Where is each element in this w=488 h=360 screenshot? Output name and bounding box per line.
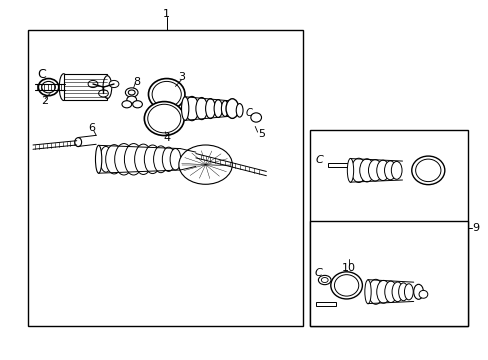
Circle shape <box>109 80 119 87</box>
Ellipse shape <box>364 280 370 304</box>
Ellipse shape <box>359 159 373 182</box>
Ellipse shape <box>194 149 207 170</box>
Bar <box>28 30 302 327</box>
Ellipse shape <box>181 97 188 120</box>
Ellipse shape <box>152 81 181 107</box>
Bar <box>316 302 335 306</box>
Ellipse shape <box>144 145 161 174</box>
Ellipse shape <box>225 99 238 118</box>
Text: 5: 5 <box>258 129 264 139</box>
Ellipse shape <box>59 74 68 100</box>
Text: 3: 3 <box>178 72 184 82</box>
Text: C: C <box>315 156 323 165</box>
Ellipse shape <box>148 78 184 110</box>
Circle shape <box>88 80 98 87</box>
Ellipse shape <box>346 158 353 182</box>
Ellipse shape <box>391 282 403 302</box>
Ellipse shape <box>185 96 199 121</box>
Circle shape <box>128 90 135 95</box>
Ellipse shape <box>221 101 228 116</box>
Text: 9: 9 <box>471 223 478 233</box>
Text: 1: 1 <box>163 9 170 19</box>
Ellipse shape <box>105 145 122 174</box>
Ellipse shape <box>411 156 444 185</box>
Ellipse shape <box>124 144 142 175</box>
Ellipse shape <box>351 158 366 183</box>
Text: 10: 10 <box>341 262 355 273</box>
Circle shape <box>125 88 138 97</box>
Bar <box>63 73 107 100</box>
Ellipse shape <box>214 100 222 117</box>
Ellipse shape <box>144 102 184 135</box>
Circle shape <box>132 101 142 108</box>
Ellipse shape <box>205 99 215 118</box>
Ellipse shape <box>334 275 358 296</box>
Circle shape <box>99 90 108 97</box>
Text: C: C <box>245 108 252 118</box>
Text: 8: 8 <box>133 77 140 87</box>
Ellipse shape <box>147 104 181 133</box>
Ellipse shape <box>38 78 59 96</box>
Circle shape <box>179 145 232 184</box>
Ellipse shape <box>384 281 396 302</box>
Ellipse shape <box>134 144 152 175</box>
Ellipse shape <box>41 81 55 93</box>
Ellipse shape <box>170 149 181 170</box>
Text: C: C <box>37 68 45 81</box>
Ellipse shape <box>390 161 401 179</box>
Bar <box>327 163 348 167</box>
Ellipse shape <box>184 150 198 168</box>
Ellipse shape <box>376 160 388 180</box>
Ellipse shape <box>95 145 102 173</box>
Bar <box>309 221 467 327</box>
Ellipse shape <box>415 159 440 181</box>
Ellipse shape <box>153 146 168 173</box>
Circle shape <box>318 275 330 285</box>
Bar <box>309 130 467 327</box>
Ellipse shape <box>75 138 81 147</box>
Text: C: C <box>314 268 322 278</box>
Ellipse shape <box>115 144 133 175</box>
Ellipse shape <box>103 76 112 99</box>
Circle shape <box>321 278 327 283</box>
Ellipse shape <box>250 113 261 122</box>
Ellipse shape <box>162 147 175 171</box>
Ellipse shape <box>418 291 427 298</box>
Ellipse shape <box>330 272 362 299</box>
Ellipse shape <box>368 159 381 181</box>
Ellipse shape <box>376 280 389 303</box>
Ellipse shape <box>196 98 207 120</box>
Ellipse shape <box>398 283 407 301</box>
Circle shape <box>122 101 131 108</box>
Text: 4: 4 <box>163 133 170 143</box>
Ellipse shape <box>368 279 382 304</box>
Text: 6: 6 <box>88 123 95 133</box>
Ellipse shape <box>236 104 243 117</box>
Ellipse shape <box>404 284 412 300</box>
Circle shape <box>126 96 136 103</box>
Ellipse shape <box>384 161 395 180</box>
Text: 2: 2 <box>41 96 49 107</box>
Ellipse shape <box>413 284 423 299</box>
Ellipse shape <box>100 147 112 172</box>
